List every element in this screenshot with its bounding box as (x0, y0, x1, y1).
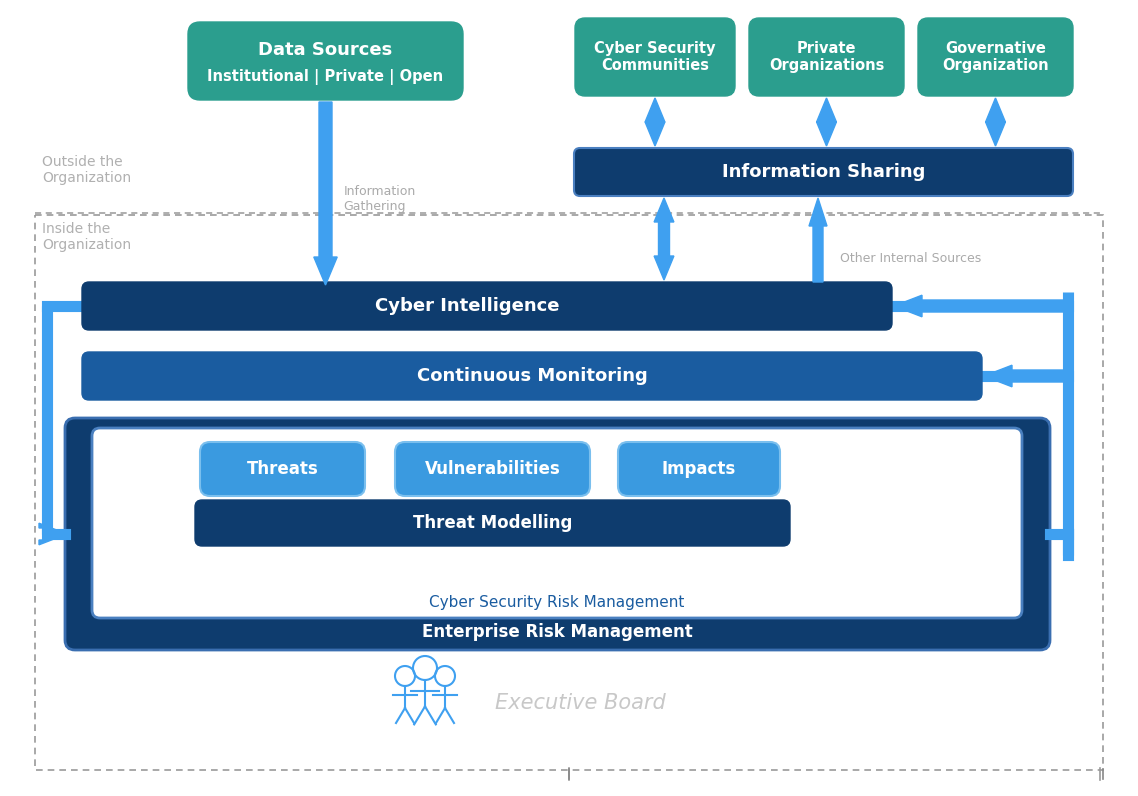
Text: Governative
Organization: Governative Organization (942, 41, 1049, 73)
FancyBboxPatch shape (65, 418, 1050, 650)
FancyBboxPatch shape (200, 442, 365, 496)
FancyBboxPatch shape (92, 428, 1022, 618)
Text: Information Sharing: Information Sharing (721, 163, 925, 181)
Text: Threat Modelling: Threat Modelling (413, 514, 572, 532)
Text: Institutional | Private | Open: Institutional | Private | Open (207, 69, 444, 85)
FancyBboxPatch shape (395, 442, 589, 496)
Text: Vulnerabilities: Vulnerabilities (424, 460, 560, 478)
Text: Inside the
Organization: Inside the Organization (42, 222, 131, 252)
Text: Executive Board: Executive Board (495, 693, 666, 713)
Polygon shape (984, 365, 1067, 387)
Polygon shape (39, 523, 67, 544)
FancyBboxPatch shape (749, 18, 904, 96)
FancyBboxPatch shape (618, 442, 780, 496)
Text: Enterprise Risk Management: Enterprise Risk Management (422, 623, 693, 641)
FancyBboxPatch shape (82, 282, 892, 330)
Text: Outside the
Organization: Outside the Organization (42, 155, 131, 185)
Text: Private
Organizations: Private Organizations (769, 41, 884, 73)
Polygon shape (645, 98, 665, 146)
Polygon shape (986, 98, 1005, 146)
Text: Cyber Security
Communities: Cyber Security Communities (594, 41, 716, 73)
Text: Cyber Intelligence: Cyber Intelligence (374, 297, 559, 315)
FancyBboxPatch shape (918, 18, 1073, 96)
Polygon shape (817, 98, 836, 146)
Text: Data Sources: Data Sources (258, 41, 393, 59)
Polygon shape (314, 102, 337, 285)
FancyBboxPatch shape (82, 352, 982, 400)
Text: Impacts: Impacts (662, 460, 736, 478)
FancyBboxPatch shape (195, 500, 790, 546)
Text: Continuous Monitoring: Continuous Monitoring (417, 367, 648, 385)
Text: Cyber Security Risk Management: Cyber Security Risk Management (429, 595, 685, 610)
Polygon shape (654, 198, 674, 280)
Text: Other Internal Sources: Other Internal Sources (840, 252, 981, 264)
Text: Threats: Threats (247, 460, 319, 478)
Polygon shape (894, 295, 1067, 317)
FancyBboxPatch shape (574, 148, 1073, 196)
Text: Information
Gathering: Information Gathering (344, 185, 415, 213)
Bar (35, 215, 1103, 770)
FancyBboxPatch shape (188, 22, 463, 100)
Polygon shape (809, 198, 827, 282)
FancyBboxPatch shape (575, 18, 735, 96)
